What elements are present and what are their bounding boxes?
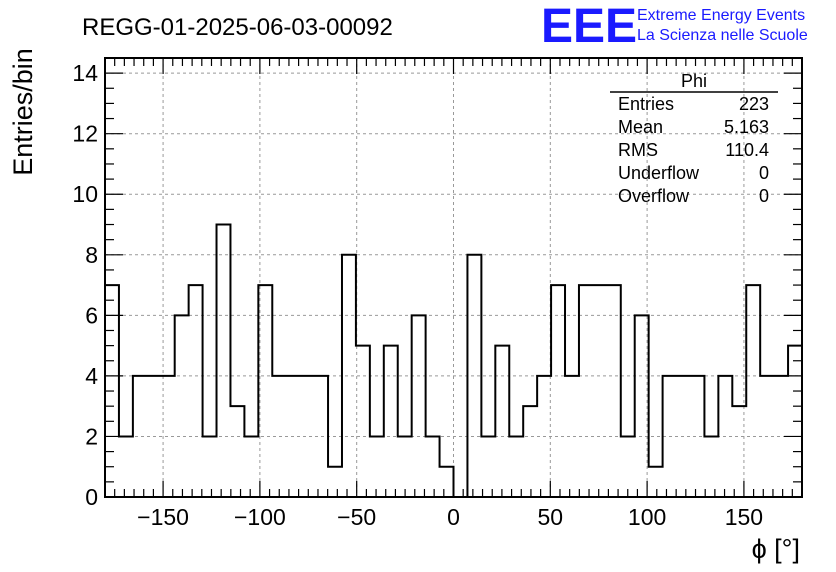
y-tick-label-0: 0 <box>85 484 98 510</box>
x-tick-label-2: −50 <box>337 504 376 530</box>
y-tick-labels: 0 2 4 6 8 10 12 14 <box>72 60 98 510</box>
x-tick-labels: −150 −100 −50 0 50 100 150 <box>137 504 763 530</box>
y-axis-label: Entries/bin <box>8 48 38 176</box>
y-tick-label-6: 12 <box>72 121 98 147</box>
stats-box: Phi Entries 223 Mean 5.163 RMS 110.4 Underflow… <box>610 71 778 206</box>
stats-title: Phi <box>681 71 707 91</box>
stats-label-underflow: Underflow <box>618 163 700 183</box>
stats-value-underflow: 0 <box>759 163 769 183</box>
chart-title: REGG-01-2025-06-03-00092 <box>82 14 393 41</box>
stats-label-entries: Entries <box>618 94 674 114</box>
y-tick-label-2: 4 <box>85 363 98 389</box>
logo-mark: EEE <box>541 0 637 53</box>
stats-value-entries: 223 <box>739 94 769 114</box>
x-tick-label-1: −100 <box>234 504 286 530</box>
x-tick-label-4: 50 <box>538 504 564 530</box>
grid-lines <box>105 58 802 497</box>
plot-frame <box>104 57 803 498</box>
stats-value-rms: 110.4 <box>725 140 769 160</box>
stats-value-mean: 5.163 <box>724 117 769 137</box>
x-tick-label-5: 100 <box>628 504 666 530</box>
stats-label-mean: Mean <box>618 117 663 137</box>
logo-line-1: Extreme Energy Events <box>637 7 805 24</box>
y-tick-label-4: 8 <box>85 242 98 268</box>
stats-value-overflow: 0 <box>759 186 769 206</box>
logo-line-2: La Scienza nelle Scuole <box>637 27 808 44</box>
x-axis-label: ϕ [°] <box>752 534 800 564</box>
y-tick-label-1: 2 <box>85 423 98 449</box>
eee-logo: EEE Extreme Energy Events La Scienza nel… <box>541 0 808 53</box>
y-tick-label-5: 10 <box>72 181 98 207</box>
x-tick-label-6: 150 <box>725 504 763 530</box>
axis-ticks <box>105 58 802 498</box>
stats-label-rms: RMS <box>618 140 658 160</box>
y-tick-label-7: 14 <box>72 60 98 86</box>
stats-label-overflow: Overflow <box>618 186 690 206</box>
x-tick-label-0: −150 <box>137 504 189 530</box>
x-tick-label-3: 0 <box>447 504 460 530</box>
y-tick-label-3: 6 <box>85 302 98 328</box>
